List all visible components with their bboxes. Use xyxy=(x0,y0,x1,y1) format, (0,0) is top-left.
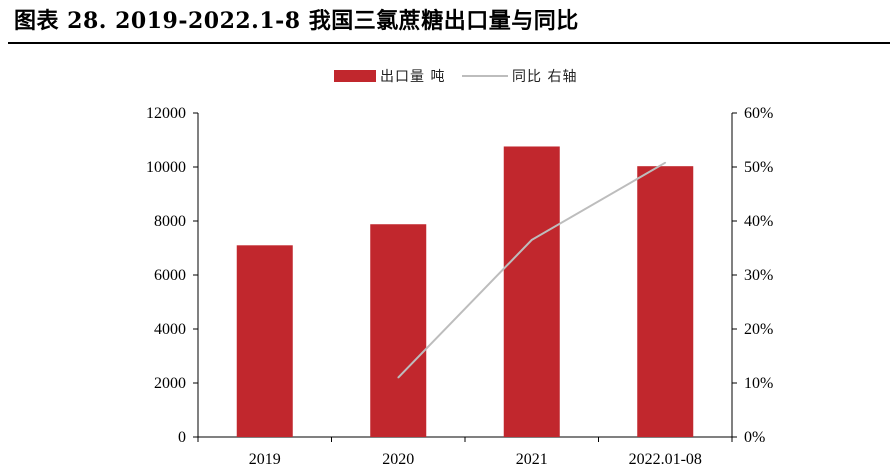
left-tick-label: 0 xyxy=(178,429,186,446)
left-tick-label: 12000 xyxy=(146,105,186,122)
line-series xyxy=(397,161,667,379)
line-point xyxy=(530,239,533,241)
x-tick-label: 2020 xyxy=(382,451,414,468)
bar-series xyxy=(236,146,694,438)
legend: 出口量 吨 同比 右轴 xyxy=(334,69,577,85)
x-tick-label: 2021 xyxy=(516,451,548,468)
bar xyxy=(370,224,427,437)
right-tick-label: 0% xyxy=(744,429,765,446)
x-tick-label: 2019 xyxy=(249,451,281,468)
left-tick-label: 8000 xyxy=(154,213,186,230)
tick-labels: 0 2000 4000 6000 8000 10000 12000 0% 10% 20% 30% 40… xyxy=(146,105,773,468)
bar xyxy=(503,146,560,438)
left-tick-label: 4000 xyxy=(154,321,186,338)
line-point xyxy=(397,376,400,379)
legend-swatch-bar xyxy=(334,70,376,82)
left-tick-label: 2000 xyxy=(154,375,186,392)
bar xyxy=(236,245,293,437)
right-tick-label: 60% xyxy=(744,105,773,122)
left-tick-label: 10000 xyxy=(146,159,186,176)
right-tick-label: 10% xyxy=(744,375,773,392)
right-tick-label: 50% xyxy=(744,159,773,176)
line-point xyxy=(664,161,667,164)
x-tick-label: 2022.01-08 xyxy=(629,451,702,468)
legend-label-line: 同比 右轴 xyxy=(512,69,577,85)
title-underline xyxy=(8,42,890,44)
left-tick-label: 6000 xyxy=(154,267,186,284)
legend-label-bar: 出口量 吨 xyxy=(380,69,445,85)
right-tick-label: 20% xyxy=(744,321,773,338)
right-tick-label: 30% xyxy=(744,267,773,284)
figure-title: 图表 28. 2019-2022.1-8 我国三氯蔗糖出口量与同比 xyxy=(14,8,579,34)
bar xyxy=(637,166,694,437)
right-tick-label: 40% xyxy=(744,213,773,230)
